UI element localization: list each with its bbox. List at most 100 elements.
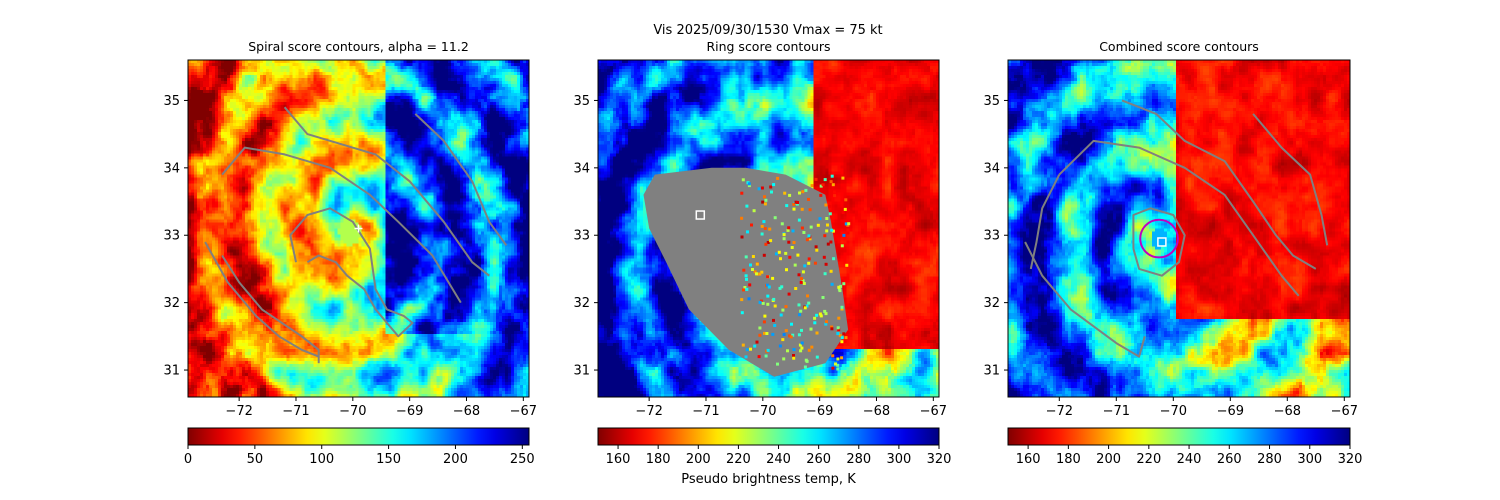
mask-speckle bbox=[814, 177, 818, 181]
mask-speckle bbox=[803, 306, 807, 310]
mask-speckle bbox=[740, 216, 744, 220]
mask-speckle bbox=[840, 340, 844, 344]
colorbar-tick-label: 260 bbox=[806, 452, 831, 467]
mask-speckle bbox=[782, 333, 786, 336]
mask-speckle bbox=[763, 195, 766, 199]
mask-speckle bbox=[815, 313, 819, 317]
x-tick-label: −70 bbox=[1160, 404, 1187, 419]
colorbar: 160 180 200 220 240 260 280 300 320 bbox=[1007, 427, 1362, 467]
y-tick-label: 34 bbox=[163, 161, 180, 176]
mask-speckle bbox=[808, 208, 812, 212]
mask-speckle bbox=[776, 176, 780, 180]
axes-frame bbox=[597, 59, 940, 398]
mask-speckle bbox=[829, 269, 833, 273]
axes-frame bbox=[1007, 59, 1351, 398]
y-tick-label: 31 bbox=[573, 364, 590, 379]
colorbar: 0 50 100 150 200 250 bbox=[184, 427, 535, 467]
mask-speckle bbox=[819, 314, 823, 318]
mask-speckle bbox=[747, 184, 751, 188]
mask-speckle bbox=[764, 354, 768, 358]
colorbar-tick-label: 200 bbox=[686, 452, 711, 467]
score-contour-2 bbox=[221, 254, 320, 364]
mask-speckle bbox=[792, 241, 796, 244]
mask-speckle bbox=[818, 217, 822, 221]
y-tick-label: 31 bbox=[983, 364, 1000, 379]
mask-speckle bbox=[784, 329, 788, 333]
mask-speckle bbox=[741, 343, 745, 347]
mask-speckle bbox=[821, 183, 825, 187]
mask-speckle bbox=[741, 178, 745, 182]
mask-speckle bbox=[766, 302, 770, 306]
y-tick-label: 32 bbox=[573, 296, 590, 311]
mask-speckle bbox=[744, 355, 748, 359]
mask-speckle bbox=[780, 222, 784, 226]
mask-speckle bbox=[782, 233, 786, 237]
mask-speckle bbox=[843, 207, 847, 211]
colorbar-tick-label: 250 bbox=[510, 452, 535, 467]
mask-speckle bbox=[825, 217, 829, 220]
mask-speckle bbox=[824, 312, 828, 316]
colorbar-tick-label: 320 bbox=[927, 452, 952, 467]
mask-speckle bbox=[830, 325, 834, 329]
mask-speckle bbox=[800, 277, 803, 281]
mask-speckle bbox=[830, 174, 834, 178]
colorbar-tick-label: 160 bbox=[606, 452, 631, 467]
mask-speckle bbox=[767, 285, 771, 289]
center-square-marker bbox=[695, 210, 706, 220]
mask-speckle bbox=[764, 242, 768, 246]
mask-speckle bbox=[780, 285, 784, 289]
x-tick-label: −67 bbox=[920, 404, 947, 419]
x-tick-label: −71 bbox=[1103, 404, 1130, 419]
mask-speckle bbox=[825, 229, 829, 233]
mask-speckle bbox=[803, 264, 807, 268]
colorbar-tick-label: 160 bbox=[1016, 452, 1041, 467]
mask-speckle bbox=[740, 298, 744, 302]
mask-speckle bbox=[746, 230, 749, 234]
mask-speckle bbox=[814, 245, 818, 249]
mask-speckle bbox=[792, 207, 796, 211]
mask-speckle bbox=[747, 297, 751, 301]
mask-speckle bbox=[847, 222, 851, 226]
mask-speckle bbox=[841, 211, 845, 215]
mask-speckle bbox=[749, 263, 752, 267]
mask-speckle bbox=[742, 288, 745, 292]
mask-speckle bbox=[824, 262, 828, 266]
colorbar-tick-label: 240 bbox=[1177, 452, 1202, 467]
score-contour-5 bbox=[1024, 241, 1146, 358]
mask-speckle bbox=[799, 280, 803, 284]
mask-speckle bbox=[763, 314, 767, 318]
score-contour-4 bbox=[1252, 113, 1329, 246]
colorbar-tick-label: 180 bbox=[1056, 452, 1081, 467]
mask-speckle bbox=[833, 194, 837, 198]
mask-speckle bbox=[772, 318, 775, 322]
mask-speckle bbox=[797, 218, 801, 222]
mask-speckle bbox=[765, 332, 769, 335]
x-tick-label: −71 bbox=[692, 404, 719, 419]
mask-speckle bbox=[755, 262, 759, 266]
mask-speckle bbox=[815, 355, 819, 359]
mask-speckle bbox=[770, 190, 773, 194]
mask-speckle bbox=[781, 308, 785, 312]
plot-overlays bbox=[1024, 99, 1329, 358]
mask-speckle bbox=[762, 320, 766, 324]
mask-speckle bbox=[847, 209, 851, 213]
mask-speckle bbox=[842, 233, 846, 237]
panel-title: Spiral score contours, alpha = 11.2 bbox=[248, 39, 469, 54]
y-tick-label: 34 bbox=[983, 161, 1000, 176]
x-tick-label: −69 bbox=[396, 404, 423, 419]
mask-speckle bbox=[758, 300, 762, 304]
mask-speckle bbox=[760, 186, 764, 190]
mask-speckle bbox=[838, 289, 842, 293]
plot-overlays bbox=[204, 106, 508, 364]
mask-speckle bbox=[842, 332, 846, 336]
mask-speckle bbox=[794, 287, 798, 290]
mask-speckle bbox=[762, 220, 766, 224]
score-contour-4 bbox=[221, 146, 462, 304]
mask-speckle bbox=[844, 222, 848, 226]
score-contour-2 bbox=[1058, 139, 1300, 297]
mask-speckle bbox=[823, 234, 827, 238]
mask-speckle bbox=[837, 328, 841, 332]
mask-speckle bbox=[807, 261, 811, 265]
colorbar-tick-label: 260 bbox=[1217, 452, 1242, 467]
y-tick-label: 34 bbox=[573, 161, 590, 176]
